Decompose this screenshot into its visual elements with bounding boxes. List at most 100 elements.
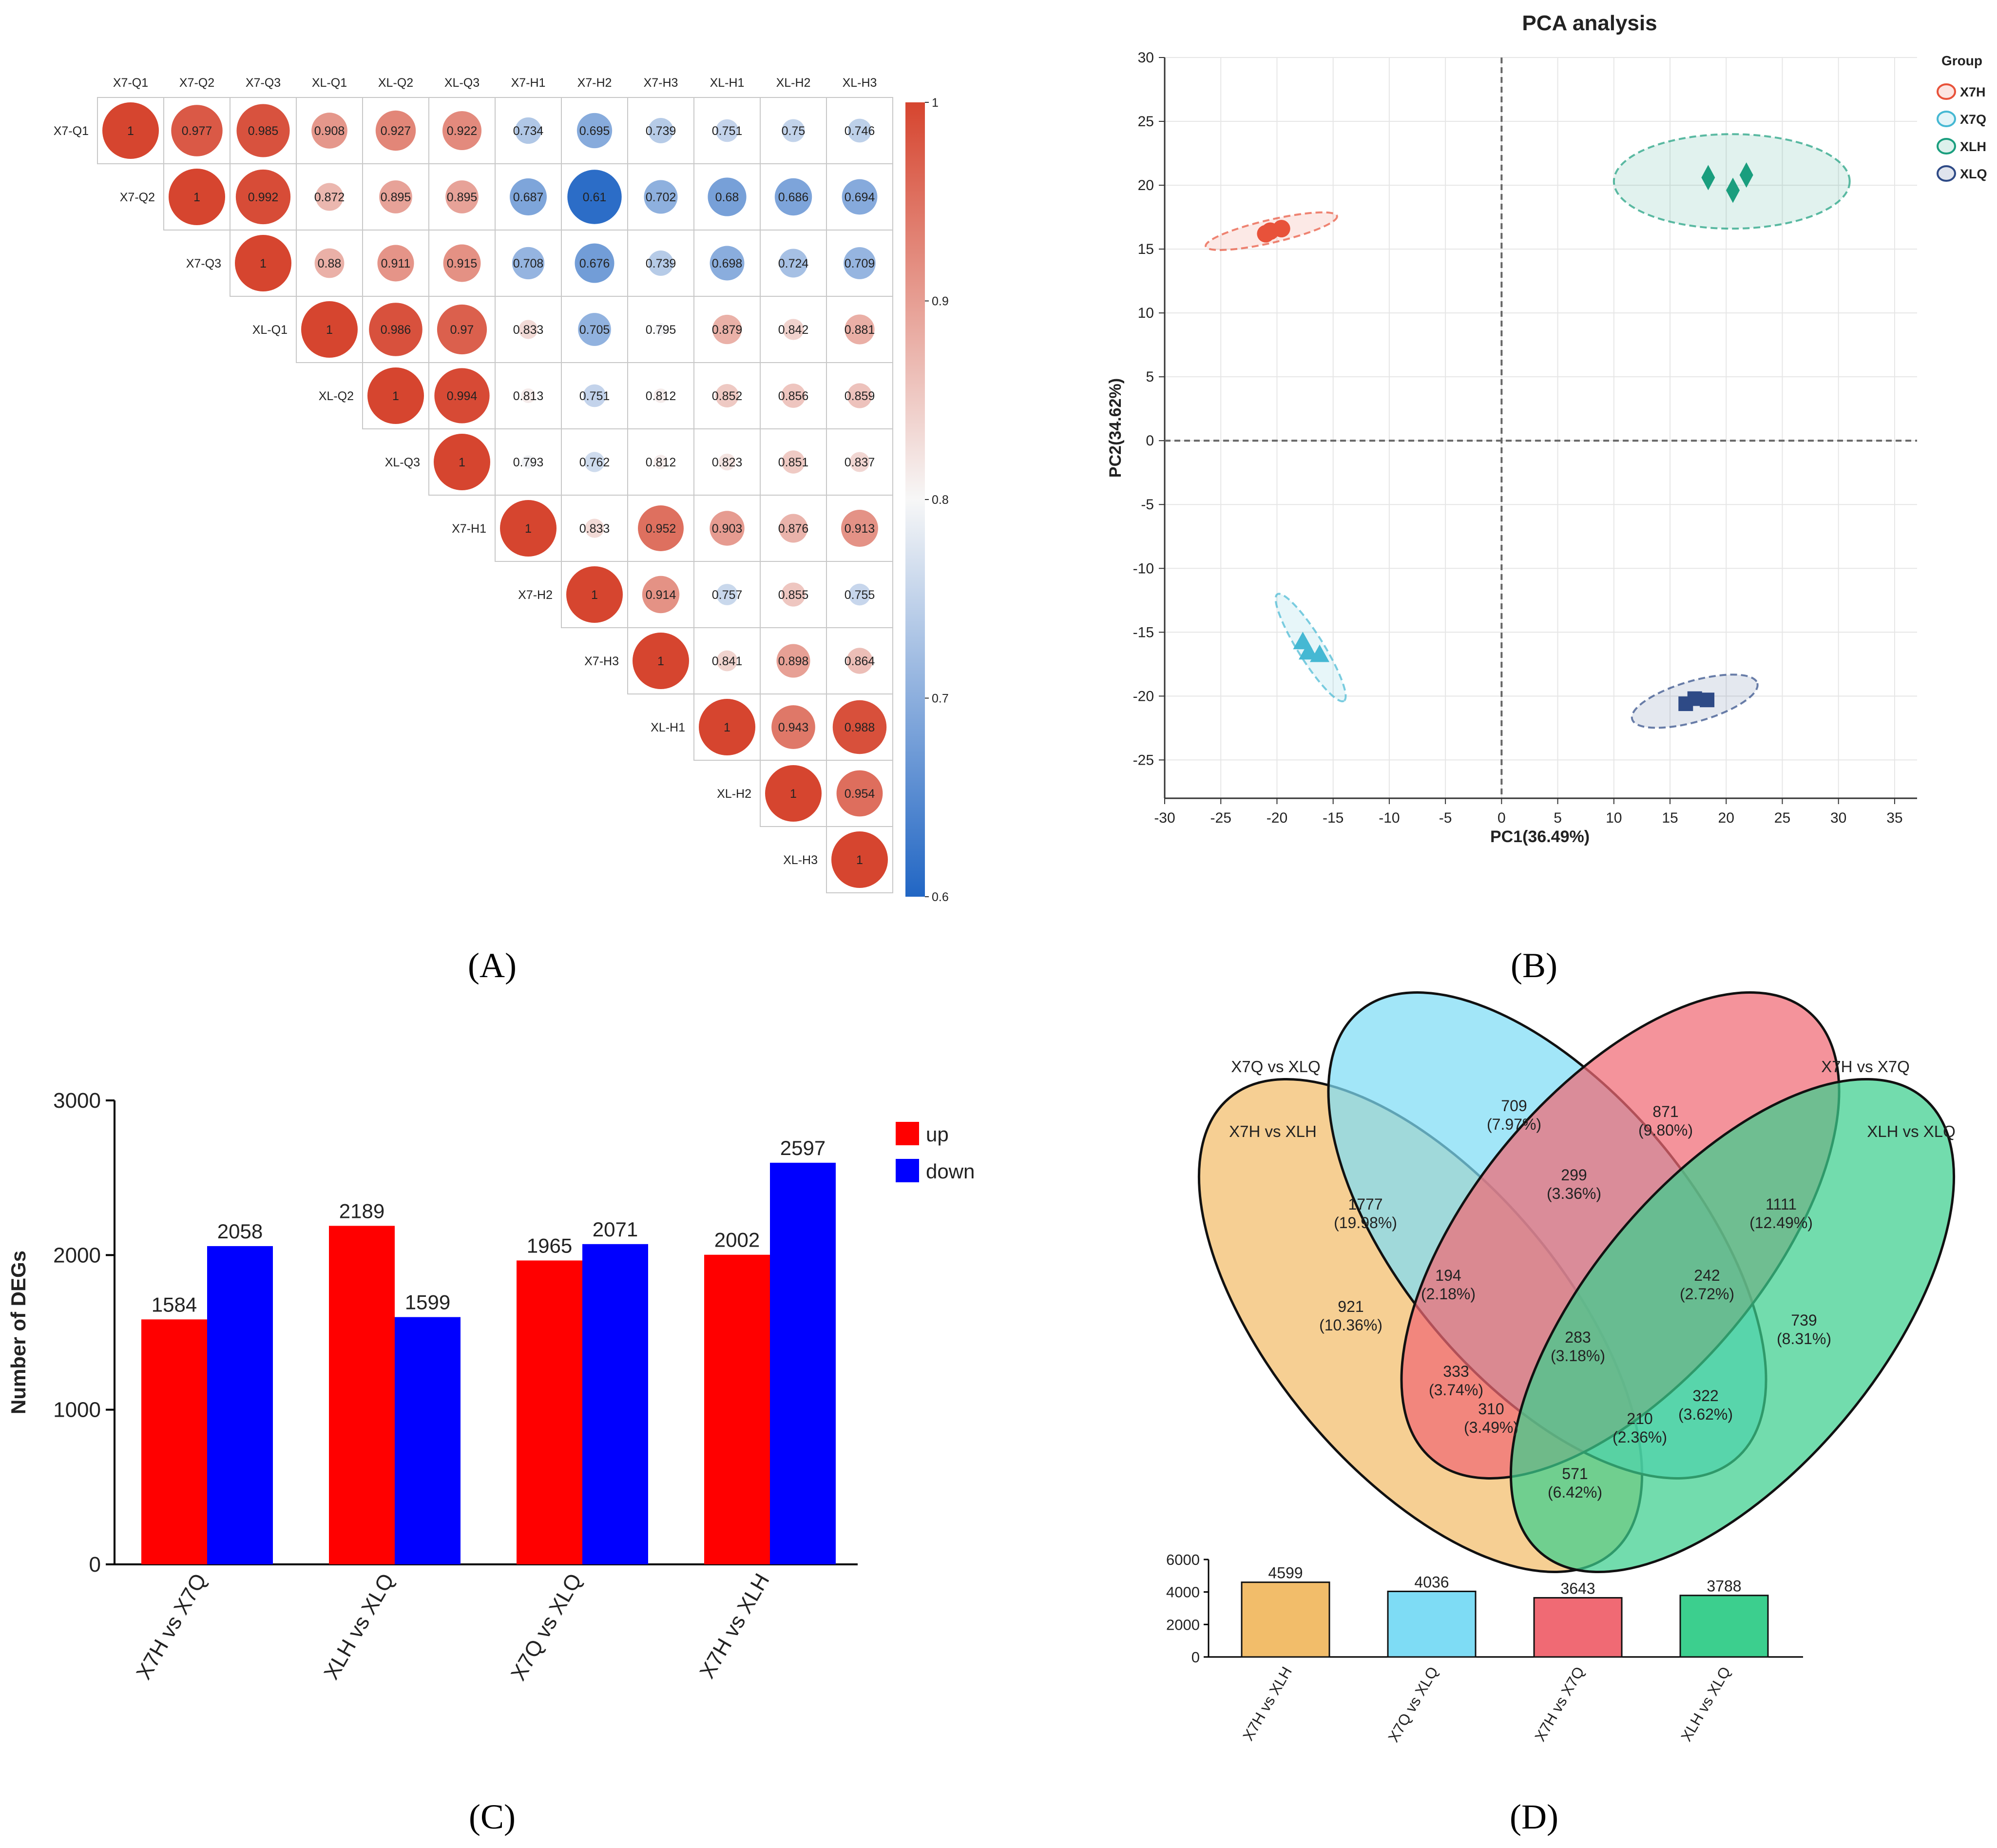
row-label: X7-Q2	[120, 191, 155, 204]
y-tick-label: 6000	[1166, 1551, 1200, 1568]
row-label: X7-H2	[518, 588, 553, 602]
correlation-value: 0.698	[712, 257, 743, 270]
correlation-value: 0.68	[715, 191, 739, 204]
set-size-category-label: X7H vs XLH	[1239, 1664, 1295, 1744]
row-label: XL-H2	[717, 787, 751, 801]
correlation-circle	[699, 699, 755, 755]
venn-region-count: 283	[1565, 1328, 1591, 1346]
correlation-value: 0.88	[318, 257, 342, 270]
x-axis-label: PC1(36.49%)	[1490, 828, 1590, 846]
correlation-value: 0.823	[712, 456, 743, 469]
correlation-circle	[846, 648, 873, 674]
venn-region-count: 242	[1694, 1267, 1720, 1284]
colorbar	[905, 102, 925, 897]
correlation-circle	[578, 313, 611, 346]
data-point	[1726, 177, 1740, 203]
correlation-value: 0.813	[513, 389, 544, 403]
y-tick-label: 1000	[53, 1398, 101, 1422]
legend-swatch	[1937, 83, 1956, 100]
correlation-value: 1	[193, 191, 200, 204]
correlation-circle	[844, 247, 876, 279]
venn-region-count: 299	[1561, 1166, 1587, 1184]
correlation-circle	[715, 384, 739, 407]
col-label: XL-Q3	[444, 76, 480, 90]
correlation-circle	[653, 388, 668, 403]
correlation-circle	[848, 583, 871, 606]
colorbar-tick-label: 0.8	[932, 493, 949, 507]
x-tick-label: 35	[1886, 810, 1902, 826]
venn-region-count: 871	[1652, 1103, 1678, 1120]
venn-region-percent: (9.80%)	[1638, 1121, 1693, 1139]
correlation-circle	[716, 584, 738, 605]
correlation-value: 1	[326, 323, 333, 337]
set-size-value: 4599	[1268, 1564, 1303, 1582]
venn-region-count: 310	[1478, 1400, 1504, 1418]
correlation-circle	[849, 452, 870, 472]
correlation-value: 0.986	[381, 323, 411, 337]
correlation-value: 0.879	[712, 323, 743, 337]
correlation-value: 1	[127, 124, 134, 138]
correlation-circle	[847, 118, 872, 143]
panel-label-d: (D)	[1510, 1797, 1558, 1836]
row-label: X7-Q1	[54, 124, 89, 138]
venn-region-count: 739	[1791, 1311, 1817, 1329]
colorbar-tick-label: 0.6	[932, 890, 949, 904]
correlation-circle	[782, 119, 805, 142]
venn-region-percent: (2.36%)	[1613, 1428, 1667, 1446]
data-point	[1739, 162, 1753, 188]
correlation-circle	[235, 169, 291, 225]
correlation-circle	[437, 304, 487, 355]
col-label: X7-H1	[511, 76, 546, 90]
data-point	[1272, 220, 1290, 238]
correlation-value: 0.988	[845, 721, 875, 734]
bar-value-label: 2597	[780, 1136, 826, 1159]
venn-region-count: 1777	[1348, 1195, 1383, 1213]
correlation-value: 0.992	[248, 191, 279, 204]
panel-label-a: (A)	[468, 946, 517, 985]
correlation-circle	[715, 119, 739, 142]
correlation-circle	[776, 644, 810, 678]
correlation-value: 0.908	[314, 124, 345, 138]
correlation-value: 0.864	[845, 654, 875, 668]
correlation-circle	[845, 314, 875, 345]
category-label: X7H vs X7Q	[132, 1570, 211, 1684]
venn-diagram: X7H vs XLH X7Q vs XLQ X7H vs X7Q XLH vs XLQ…	[1166, 991, 1956, 1745]
correlation-value: 1	[856, 853, 863, 867]
venn-region-count: 210	[1627, 1410, 1652, 1427]
y-tick-label: 3000	[53, 1089, 101, 1113]
bar-value-label: 1599	[405, 1291, 450, 1314]
bar-value-label: 2002	[714, 1229, 760, 1251]
correlation-circle	[235, 235, 291, 291]
bar-up	[141, 1319, 207, 1564]
correlation-value: 0.895	[381, 191, 411, 204]
venn-region-percent: (3.18%)	[1551, 1347, 1605, 1365]
correlation-circle	[584, 452, 605, 472]
set-size-value: 4036	[1414, 1573, 1449, 1591]
correlation-circle	[716, 650, 738, 672]
bar-down	[770, 1162, 836, 1564]
venn-region-percent: (7.97%)	[1487, 1116, 1541, 1133]
correlation-value: 0.841	[712, 654, 743, 668]
venn-region-percent: (3.36%)	[1547, 1185, 1601, 1202]
correlation-circle	[841, 510, 878, 547]
correlation-circle	[434, 368, 490, 424]
correlation-value: 0.695	[579, 124, 610, 138]
correlation-circle	[379, 180, 412, 213]
venn-region-percent: (12.49%)	[1749, 1214, 1813, 1232]
correlation-circle	[847, 383, 872, 408]
y-tick-label: 20	[1138, 177, 1154, 193]
correlation-circle	[765, 765, 822, 822]
venn-region-percent: (10.36%)	[1319, 1316, 1383, 1334]
y-tick-label: 4000	[1166, 1584, 1200, 1601]
row-label: XL-Q3	[385, 456, 420, 469]
correlation-circle	[369, 303, 422, 356]
correlation-value: 0.851	[778, 456, 809, 469]
y-tick-label: -15	[1133, 624, 1154, 640]
correlation-value: 0.977	[182, 124, 212, 138]
correlation-value: 0.911	[381, 257, 411, 270]
correlation-value: 0.994	[447, 389, 478, 403]
y-axis-label: Number of DEGs	[7, 1251, 30, 1414]
venn-region-count: 1111	[1766, 1195, 1797, 1213]
chart-title: PCA analysis	[1522, 11, 1657, 35]
x-tick-label: -10	[1379, 810, 1400, 826]
